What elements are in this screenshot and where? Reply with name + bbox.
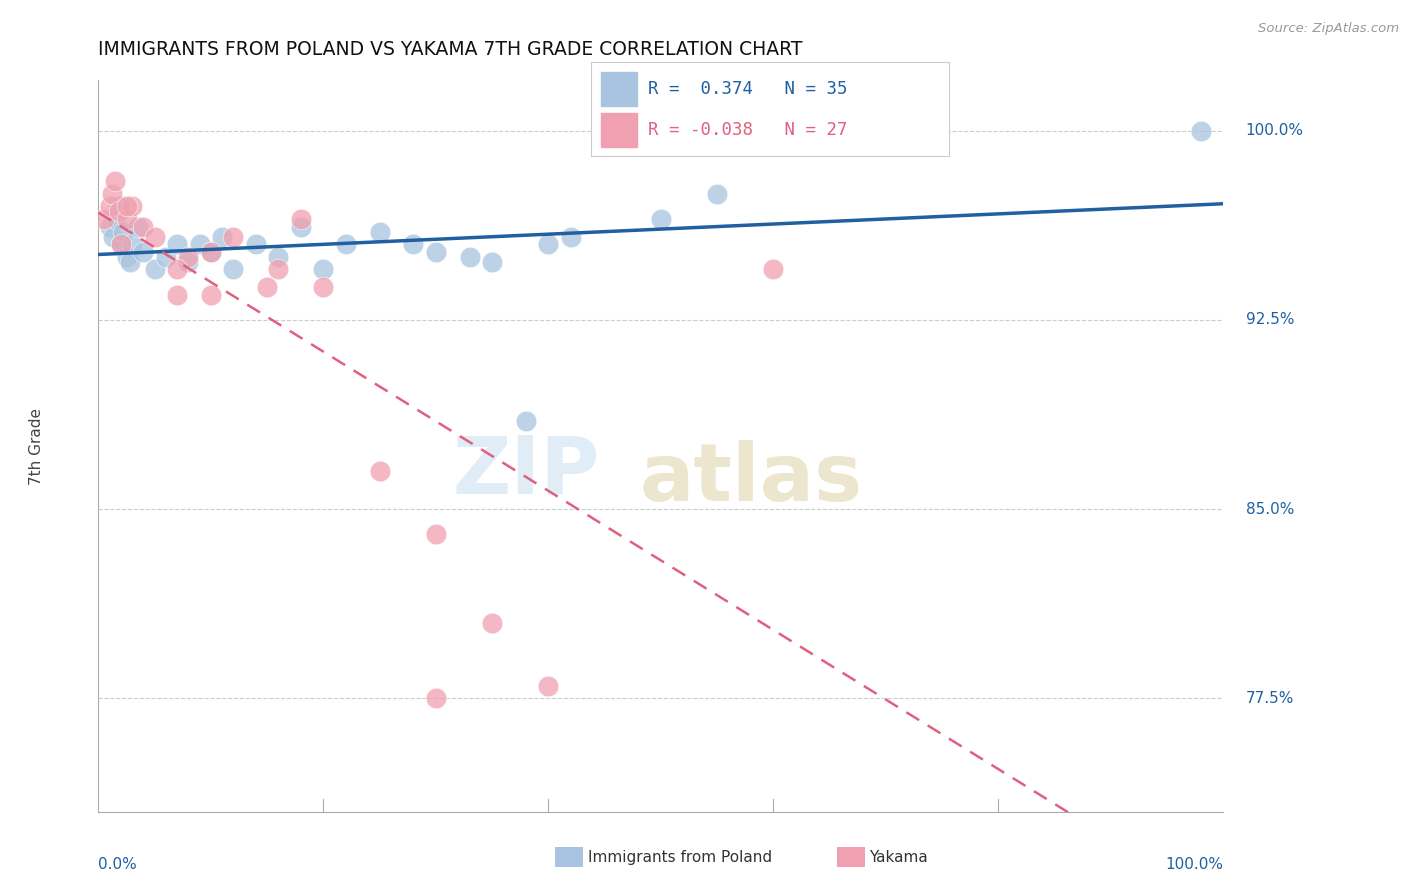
Point [290,212,312,227]
Point [110,237,132,252]
Point [132,219,155,234]
Point [93,212,115,227]
Point [211,229,233,244]
Point [515,414,537,428]
Point [458,250,481,264]
Point [166,287,188,301]
Point [200,287,222,301]
Point [110,237,132,252]
Text: 92.5%: 92.5% [1246,312,1294,327]
Point [115,250,138,264]
Text: 100.0%: 100.0% [1246,123,1303,138]
Point [335,237,357,252]
Point [121,237,143,252]
Point [481,615,503,630]
Point [104,174,127,188]
Point [155,250,177,264]
Point [188,237,211,252]
Point [177,255,200,269]
Point [98,199,121,213]
Point [98,219,121,234]
Text: Yakama: Yakama [869,850,928,864]
Text: atlas: atlas [640,440,862,517]
Text: 0.0%: 0.0% [98,857,138,872]
Point [560,229,582,244]
Point [537,679,560,693]
Point [177,250,200,264]
Point [222,262,245,277]
Point [105,212,128,227]
Point [425,527,447,541]
Point [368,225,391,239]
Point [115,212,138,227]
Point [166,262,188,277]
Point [115,199,138,213]
Point [368,464,391,478]
Point [101,229,124,244]
Point [267,250,290,264]
Point [762,262,785,277]
Point [650,212,672,227]
Point [425,691,447,706]
Point [127,219,149,234]
Text: R = -0.038   N = 27: R = -0.038 N = 27 [648,121,848,139]
Text: 7th Grade: 7th Grade [30,408,44,484]
Text: Immigrants from Poland: Immigrants from Poland [588,850,772,864]
Point [143,262,166,277]
Point [312,262,335,277]
Point [166,237,188,252]
Point [537,237,560,252]
Point [706,186,728,201]
Point [118,255,141,269]
Point [200,244,222,259]
Point [132,244,155,259]
Bar [602,72,637,105]
Point [256,280,278,294]
Text: Source: ZipAtlas.com: Source: ZipAtlas.com [1258,22,1399,36]
Point [107,199,129,213]
Point [425,244,447,259]
Text: ZIP: ZIP [453,433,599,510]
Point [312,280,335,294]
Point [1189,124,1212,138]
Point [267,262,290,277]
Point [121,199,143,213]
Point [112,225,135,239]
Point [222,229,245,244]
Text: 85.0%: 85.0% [1246,501,1294,516]
Text: R =  0.374   N = 35: R = 0.374 N = 35 [648,79,848,97]
Bar [602,113,637,147]
Point [200,244,222,259]
Text: IMMIGRANTS FROM POLAND VS YAKAMA 7TH GRADE CORRELATION CHART: IMMIGRANTS FROM POLAND VS YAKAMA 7TH GRA… [98,40,803,59]
Text: 77.5%: 77.5% [1246,690,1294,706]
Point [101,186,124,201]
Point [107,204,129,219]
Point [143,229,166,244]
Point [481,255,503,269]
Point [290,219,312,234]
Point [245,237,267,252]
Text: 100.0%: 100.0% [1166,857,1223,872]
Point [402,237,425,252]
